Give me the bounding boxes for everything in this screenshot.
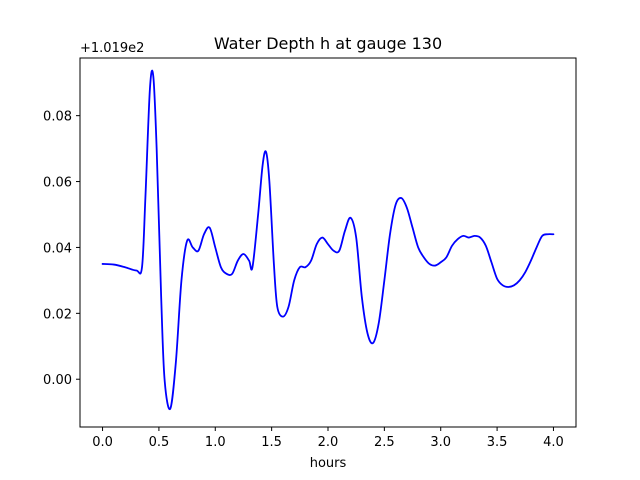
- x-tick-label: 4.0: [543, 435, 564, 450]
- x-tick-label: 0.5: [149, 435, 170, 450]
- y-offset-text: +1.019e2: [80, 41, 144, 56]
- plot-area: [101, 69, 555, 411]
- x-axis: 0.0 0.5 1.0 1.5 2.0 2.5 3.0 3.5 4.0: [92, 427, 564, 450]
- x-tick-label: 1.0: [205, 435, 226, 450]
- y-tick-label: 0.00: [43, 373, 72, 388]
- series-line: [101, 69, 555, 411]
- y-tick-label: 0.04: [43, 241, 72, 256]
- x-tick-label: 2.0: [318, 435, 339, 450]
- y-tick-label: 0.08: [43, 110, 72, 125]
- x-tick-label: 3.0: [430, 435, 451, 450]
- x-tick-label: 2.5: [374, 435, 395, 450]
- x-axis-label: hours: [310, 456, 347, 471]
- chart-title: Water Depth h at gauge 130: [214, 34, 442, 53]
- y-axis: 0.00 0.02 0.04 0.06 0.08: [43, 110, 80, 388]
- x-tick-label: 1.5: [261, 435, 282, 450]
- y-tick-label: 0.02: [43, 307, 72, 322]
- y-tick-label: 0.06: [43, 176, 72, 191]
- x-tick-label: 3.5: [487, 435, 508, 450]
- x-tick-label: 0.0: [92, 435, 113, 450]
